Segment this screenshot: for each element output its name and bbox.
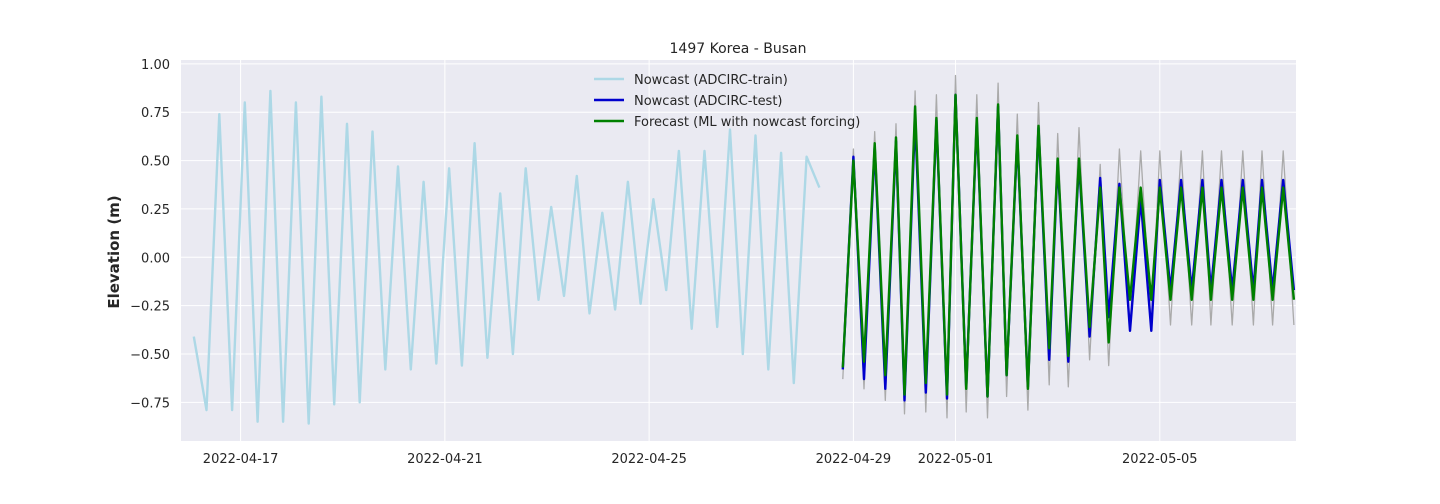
x-tick-label: 2022-05-05	[1122, 452, 1198, 467]
grid	[181, 60, 1296, 441]
series-line-2	[841, 93, 1296, 398]
y-tick-label: 0.00	[141, 251, 170, 266]
y-tick-label: 0.75	[141, 106, 170, 121]
legend: Nowcast (ADCIRC-train) Nowcast (ADCIRC-te…	[594, 73, 860, 130]
series-layer	[192, 74, 1296, 425]
axis-layer: 2022-04-17 2022-04-21 2022-04-25 2022-04-29…	[130, 58, 1197, 467]
legend-label: Nowcast (ADCIRC-test)	[634, 94, 783, 109]
y-tick-label: 0.25	[141, 203, 170, 218]
y-tick-label: 0.50	[141, 155, 170, 170]
y-axis-label: Elevation (m)	[105, 195, 123, 308]
y-tick-label: −0.50	[130, 348, 170, 363]
x-tick-label: 2022-04-25	[611, 452, 687, 467]
chart-title: 1497 Korea - Busan	[670, 41, 807, 57]
series-line-0	[192, 89, 821, 425]
x-tick-label: 2022-05-01	[918, 452, 994, 467]
x-tick-label: 2022-04-29	[816, 452, 892, 467]
legend-label: Nowcast (ADCIRC-train)	[634, 73, 788, 88]
y-tick-label: 1.00	[141, 58, 170, 73]
y-tick-label: −0.25	[130, 300, 170, 315]
x-tick-label: 2022-04-17	[203, 452, 279, 467]
legend-label: Forecast (ML with nowcast forcing)	[634, 115, 860, 130]
y-tick-label: −0.75	[130, 396, 170, 411]
x-tick-label: 2022-04-21	[407, 452, 483, 467]
